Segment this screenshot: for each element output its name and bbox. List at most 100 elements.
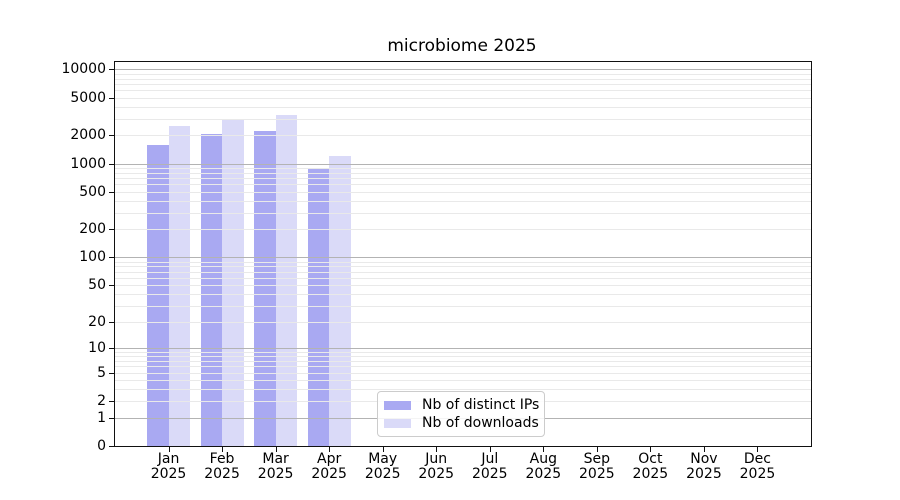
y-tick-label: 1000: [70, 155, 106, 172]
minor-gridline: [115, 356, 811, 358]
minor-gridline: [115, 191, 811, 193]
legend-label-distinct-ips: Nb of distinct IPs: [422, 397, 540, 413]
y-tick-mark: [109, 446, 114, 447]
x-tick-mark: [489, 447, 491, 452]
y-tick-label: 5000: [70, 89, 106, 106]
minor-gridline: [115, 360, 811, 362]
x-tick-label: Apr 2025: [297, 452, 361, 482]
x-tick-mark: [543, 447, 545, 452]
y-tick-label: 5: [97, 364, 106, 381]
major-gridline: [115, 347, 811, 349]
minor-gridline: [115, 212, 811, 214]
x-tick-year: 2025: [579, 466, 615, 482]
x-tick-mark: [168, 447, 170, 452]
major-gridline: [115, 257, 811, 259]
minor-gridline: [115, 97, 811, 99]
x-tick-year: 2025: [204, 466, 240, 482]
x-tick-year: 2025: [632, 466, 669, 482]
minor-gridline: [115, 266, 811, 268]
x-tick-mark: [436, 447, 438, 452]
y-tick-label: 0: [97, 438, 106, 454]
x-tick-year: 2025: [364, 466, 401, 482]
x-tick-month: Apr: [317, 451, 342, 467]
y-tick-mark: [109, 69, 114, 71]
x-tick-year: 2025: [686, 466, 722, 482]
y-tick-mark: [109, 401, 114, 403]
y-tick-mark: [109, 135, 114, 137]
bar-distinct-ips-feb: [200, 133, 223, 446]
minor-gridline: [115, 73, 811, 75]
minor-gridline: [115, 178, 811, 180]
x-tick-label: Dec 2025: [725, 452, 789, 482]
minor-gridline: [115, 271, 811, 273]
minor-gridline: [115, 84, 811, 86]
minor-gridline: [115, 389, 811, 391]
x-tick-year: 2025: [257, 466, 294, 482]
x-tick-month: Sep: [583, 451, 611, 467]
y-tick-mark: [109, 372, 114, 374]
minor-gridline: [115, 106, 811, 108]
major-gridline: [115, 163, 811, 165]
x-tick-year: 2025: [739, 466, 776, 482]
x-tick-label: Mar 2025: [244, 452, 308, 482]
x-tick-label: Jan 2025: [137, 452, 201, 482]
x-tick-mark: [222, 447, 224, 452]
y-tick-mark: [109, 321, 114, 323]
minor-gridline: [115, 172, 811, 174]
y-tick-label: 2: [97, 393, 106, 410]
bar-distinct-ips-apr: [307, 168, 330, 446]
legend-swatch-distinct-ips: [384, 400, 411, 410]
minor-gridline: [115, 372, 811, 374]
y-tick-mark: [109, 163, 114, 165]
minor-gridline: [115, 135, 811, 137]
y-tick-label: 20: [88, 313, 106, 330]
x-tick-month: Aug: [529, 451, 557, 467]
bar-distinct-ips-jan: [147, 144, 169, 446]
x-tick-month: Dec: [743, 451, 771, 467]
x-tick-month: Nov: [690, 451, 718, 467]
legend-swatch-downloads: [384, 418, 411, 428]
plot-area: Nb of distinct IPs Nb of downloads: [114, 61, 812, 447]
minor-gridline: [115, 366, 811, 368]
x-tick-label: Jul 2025: [458, 452, 522, 482]
legend-item-distinct-ips: Nb of distinct IPs: [378, 396, 544, 414]
legend-label-downloads: Nb of downloads: [422, 415, 539, 431]
legend-item-downloads: Nb of downloads: [378, 414, 544, 432]
x-tick-year: 2025: [418, 466, 455, 482]
x-tick-year: 2025: [150, 466, 187, 482]
minor-gridline: [115, 285, 811, 287]
x-tick-label: Aug 2025: [511, 452, 575, 482]
x-tick-label: Feb 2025: [190, 452, 254, 482]
y-tick-label: 50: [88, 277, 106, 294]
x-tick-mark: [650, 447, 652, 452]
minor-gridline: [115, 277, 811, 279]
x-tick-label: May 2025: [351, 452, 415, 482]
minor-gridline: [115, 351, 811, 353]
x-tick-label: Oct 2025: [618, 452, 682, 482]
minor-gridline: [115, 294, 811, 296]
y-tick-mark: [109, 257, 114, 259]
x-tick-mark: [382, 447, 384, 452]
x-tick-mark: [703, 447, 705, 452]
x-tick-month: Jun: [425, 451, 448, 467]
y-tick-mark: [109, 347, 114, 349]
minor-gridline: [115, 78, 811, 80]
minor-gridline: [115, 380, 811, 382]
minor-gridline: [115, 261, 811, 263]
x-tick-month: Oct: [638, 451, 663, 467]
minor-gridline: [115, 167, 811, 169]
y-tick-label: 10000: [61, 61, 106, 78]
x-tick-mark: [275, 447, 277, 452]
x-tick-month: Jan: [157, 451, 180, 467]
y-tick-label: 500: [79, 183, 106, 200]
legend: Nb of distinct IPs Nb of downloads: [377, 391, 545, 437]
major-gridline: [115, 69, 811, 71]
x-tick-label: Jun 2025: [404, 452, 468, 482]
x-tick-year: 2025: [525, 466, 562, 482]
x-tick-month: Feb: [209, 451, 235, 467]
x-tick-mark: [757, 447, 759, 452]
x-tick-year: 2025: [311, 466, 347, 482]
x-tick-year: 2025: [471, 466, 508, 482]
y-tick-mark: [109, 229, 114, 231]
